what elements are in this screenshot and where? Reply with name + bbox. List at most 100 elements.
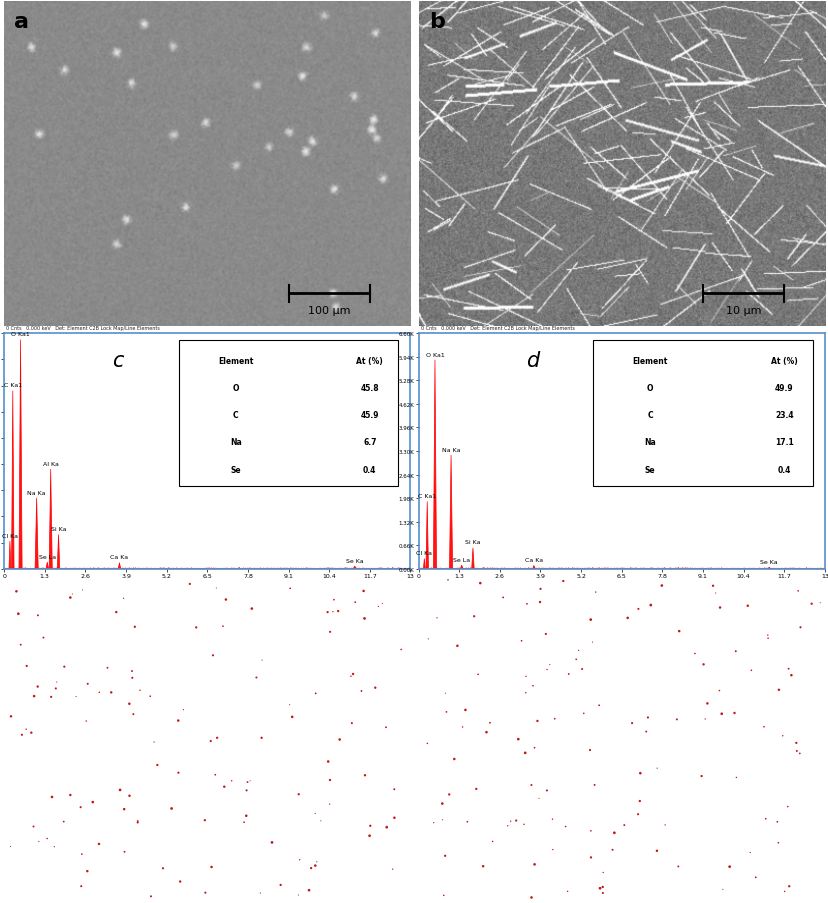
Point (81, 677, 94, 692)
Point (708, 586, 721, 600)
Point (51, 675, 64, 690)
Polygon shape (12, 391, 14, 569)
Point (285, 710, 298, 724)
Polygon shape (460, 565, 462, 569)
Text: 0 Cnts   0.000 keV   Det: Element C2B Lock Map/Line Elements: 0 Cnts 0.000 keV Det: Element C2B Lock M… (6, 326, 160, 330)
Point (113, 783, 127, 797)
Text: Ca Ka: Ca Ka (524, 557, 542, 563)
Point (633, 794, 646, 808)
Point (596, 865, 609, 880)
Point (75, 847, 89, 861)
Point (649, 843, 662, 858)
Point (199, 886, 212, 900)
Point (128, 619, 142, 634)
Point (32, 834, 46, 849)
Point (375, 597, 388, 611)
Point (740, 599, 753, 613)
Point (4, 709, 17, 723)
Point (171, 766, 185, 780)
Point (292, 852, 306, 867)
Point (123, 788, 136, 803)
Point (694, 769, 707, 784)
Point (479, 725, 493, 740)
Text: 45.8: 45.8 (360, 384, 378, 393)
Point (12, 607, 25, 621)
Text: 6.7: 6.7 (363, 438, 376, 447)
Point (547, 712, 561, 726)
Point (92, 837, 105, 852)
Point (327, 592, 340, 607)
Point (255, 653, 268, 667)
Point (467, 610, 480, 624)
Point (527, 857, 541, 871)
Point (438, 686, 451, 701)
Text: C Ka1: C Ka1 (417, 494, 436, 498)
Text: At (%): At (%) (770, 357, 797, 365)
Point (533, 582, 546, 596)
Text: Na Ka: Na Ka (27, 490, 46, 495)
Point (749, 870, 762, 885)
Point (592, 698, 605, 712)
Point (532, 791, 545, 805)
Point (323, 797, 336, 812)
Point (791, 584, 804, 599)
Point (517, 817, 530, 832)
Point (700, 696, 713, 711)
Point (784, 668, 797, 683)
Text: Si Ka: Si Ka (465, 540, 480, 545)
Point (729, 644, 742, 658)
Point (458, 703, 471, 717)
Point (104, 685, 118, 700)
Point (421, 736, 434, 750)
Point (133, 684, 147, 698)
Point (585, 635, 599, 649)
Point (593, 881, 606, 896)
Point (771, 835, 784, 850)
Point (696, 657, 710, 672)
Point (126, 671, 139, 685)
Text: d: d (525, 350, 538, 370)
Point (144, 889, 157, 903)
Point (595, 886, 609, 900)
Point (27, 689, 41, 703)
Text: b: b (428, 12, 444, 32)
Point (571, 644, 585, 658)
Point (323, 625, 336, 639)
Point (812, 596, 826, 610)
Point (331, 604, 344, 619)
Point (173, 874, 186, 889)
Point (455, 720, 469, 734)
Point (48, 840, 61, 854)
Point (388, 811, 401, 825)
Point (321, 754, 335, 768)
Point (205, 860, 218, 874)
Point (496, 591, 509, 605)
Point (605, 842, 619, 857)
Point (64, 787, 77, 802)
Text: At (%): At (%) (356, 357, 383, 365)
FancyBboxPatch shape (179, 341, 397, 487)
Point (64, 591, 77, 605)
Text: 100 μm: 100 μm (307, 305, 350, 315)
Point (326, 605, 339, 619)
Point (624, 716, 638, 731)
Polygon shape (118, 563, 121, 569)
Text: e: e (14, 588, 29, 608)
Point (224, 774, 238, 788)
Point (430, 611, 443, 626)
Point (781, 662, 794, 676)
Point (20, 722, 33, 737)
Point (561, 884, 574, 898)
Point (14, 638, 27, 652)
Point (394, 643, 407, 657)
Point (31, 680, 44, 694)
Point (245, 601, 258, 616)
Point (206, 648, 219, 663)
Point (354, 684, 368, 698)
Point (744, 664, 757, 678)
Text: 45.9: 45.9 (360, 411, 378, 420)
Polygon shape (46, 563, 49, 569)
Text: Se Ka: Se Ka (759, 559, 777, 564)
Point (761, 631, 774, 646)
Point (520, 597, 533, 611)
